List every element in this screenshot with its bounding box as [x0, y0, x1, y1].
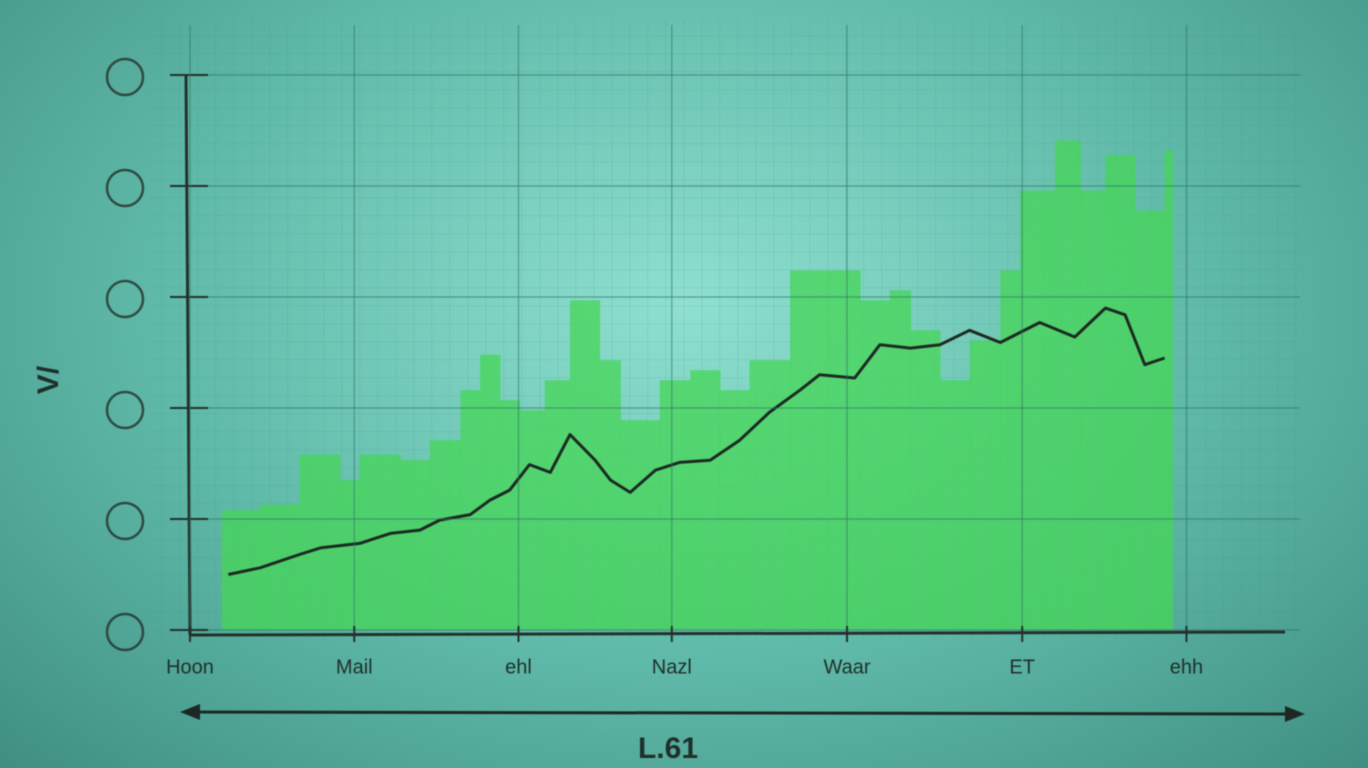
area-bar	[940, 380, 971, 630]
y-tick-icon	[105, 501, 145, 541]
area-bar	[969, 340, 1001, 630]
y-tick-icon	[105, 57, 145, 97]
area-bar	[460, 390, 481, 630]
area-bar	[599, 360, 621, 630]
x-tick-label: Hoon	[166, 656, 214, 678]
area-bar	[889, 290, 912, 630]
area-bar	[1164, 150, 1174, 631]
y-tick-icon	[105, 612, 145, 652]
area-bar	[1105, 154, 1136, 631]
area-bar	[340, 480, 361, 630]
area-bar	[299, 454, 341, 630]
area-bar	[860, 300, 891, 630]
y-tick-icon	[105, 168, 145, 208]
area-bar	[1000, 270, 1021, 630]
area-bar	[480, 354, 501, 630]
area-bar	[1080, 190, 1106, 630]
line	[227, 306, 1166, 576]
x-tick-label: ehh	[1170, 656, 1203, 678]
y-axis	[184, 74, 192, 636]
area-bar	[910, 330, 941, 630]
area-bar	[1134, 210, 1166, 631]
area-bar	[1055, 140, 1081, 631]
area-bar	[260, 504, 300, 630]
x-axis-label: L.61	[638, 732, 698, 765]
area-bar	[620, 420, 661, 630]
area-bar	[1020, 190, 1056, 630]
area-bar	[719, 390, 751, 630]
area-bar	[749, 360, 791, 630]
area-bar	[659, 380, 691, 630]
x-tick-label: Waar	[823, 656, 870, 678]
x-axis	[189, 630, 1286, 637]
x-arrow	[184, 710, 1301, 716]
area-bar	[499, 400, 521, 630]
y-tick-icon	[105, 279, 145, 319]
x-tick-label: ehl	[505, 656, 532, 678]
area-bar	[400, 460, 431, 630]
x-tick-label: ET	[1009, 656, 1035, 678]
y-axis-label: V/	[32, 365, 65, 394]
area-bar	[790, 270, 830, 630]
area-bar	[544, 380, 571, 630]
area-bar	[569, 300, 601, 630]
area-bar	[519, 410, 546, 630]
x-tick-label: Mail	[336, 656, 373, 678]
area-bar	[829, 270, 861, 630]
x-tick-label: Nazl	[652, 656, 692, 678]
area-bar	[690, 370, 721, 630]
area-bar	[429, 440, 461, 630]
y-tick-icon	[105, 390, 145, 430]
